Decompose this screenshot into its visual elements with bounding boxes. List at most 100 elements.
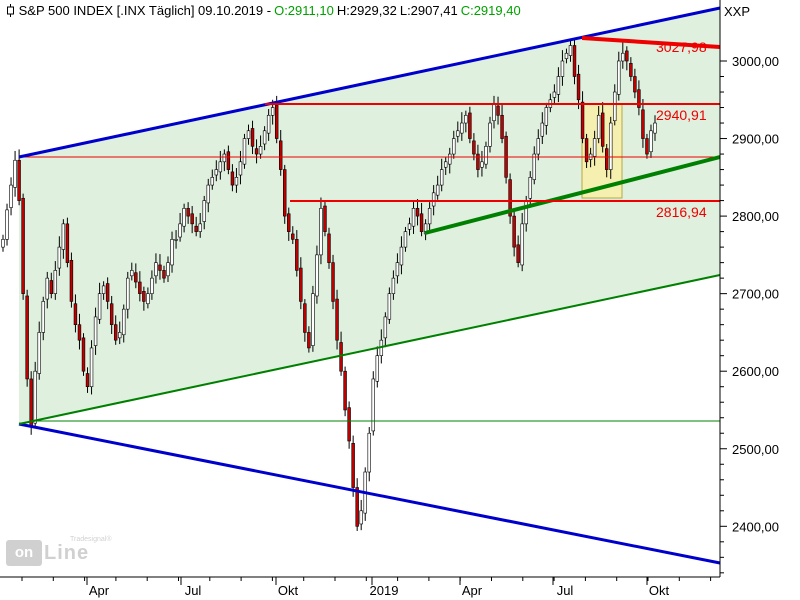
x-tick-label: Okt <box>278 583 299 598</box>
candle-body <box>464 114 468 124</box>
candle-body <box>17 159 21 201</box>
y-tick-label: 2400,00 <box>732 519 779 534</box>
candle-body <box>572 45 577 77</box>
candle-body <box>516 244 520 263</box>
candle-body <box>69 260 74 302</box>
trend-lines: 3027,98 2940,91 2816,94 <box>18 6 721 565</box>
y-tick-label: 2900,00 <box>732 132 779 147</box>
y-tick-label: 2700,00 <box>732 287 779 302</box>
chart-header: S&P 500 INDEX [.INX Täglich] 09.10.2019 … <box>0 0 524 22</box>
high-value: H:2929,32 <box>336 3 397 18</box>
candle-body <box>576 73 581 101</box>
candle-body <box>403 231 408 248</box>
candle-body <box>49 280 54 294</box>
low-value: L:2907,41 <box>399 3 458 18</box>
candle-body <box>113 324 118 341</box>
candle-body <box>303 303 307 333</box>
candle-body <box>138 281 142 294</box>
candle-body <box>126 277 130 310</box>
close-value: C:2919,40 <box>460 3 521 18</box>
candlesticks <box>1 37 657 531</box>
candle-body <box>25 295 29 380</box>
price-level-label-0: 3027,98 <box>656 39 707 55</box>
watermark-brand: Tradesignal® <box>70 536 112 543</box>
candle-body <box>480 161 484 168</box>
open-value: O:2911,10 <box>274 3 334 18</box>
candle-body <box>439 169 444 186</box>
candle-body <box>456 130 460 137</box>
candle-body <box>198 223 202 232</box>
candle-body <box>625 50 629 62</box>
y-tick-label: 2500,00 <box>732 442 779 457</box>
candle-body <box>604 148 609 170</box>
candle-body <box>118 332 122 339</box>
candle-body <box>609 122 613 170</box>
candle-body <box>448 153 452 165</box>
candle-body <box>37 332 41 374</box>
candle-body <box>130 270 134 277</box>
candle-body <box>568 45 573 56</box>
x-tick-label: Jul <box>557 583 574 598</box>
candle-body <box>649 130 653 153</box>
candle-body <box>407 223 412 230</box>
candle-body <box>158 264 162 271</box>
candle-body <box>150 277 154 294</box>
candle-body <box>9 184 13 208</box>
candle-body <box>206 184 210 204</box>
candle-body <box>166 262 170 277</box>
candle-body <box>335 298 339 341</box>
candle-body <box>214 169 219 176</box>
candle-body <box>266 114 271 134</box>
candle-body <box>633 76 637 93</box>
candle-body <box>399 246 404 266</box>
candle-body <box>645 138 649 155</box>
candle-body <box>629 63 633 77</box>
candle-body <box>178 223 182 238</box>
online-watermark-logo: on Line Tradesignal® <box>6 536 116 570</box>
candle-body <box>182 208 186 227</box>
symbol-label: XXP <box>724 4 751 19</box>
candle-body <box>73 303 78 325</box>
candle-body <box>415 208 420 217</box>
candle-body <box>512 215 516 248</box>
candle-body <box>508 179 512 217</box>
candle-body <box>427 208 432 225</box>
channel-fill <box>19 8 720 424</box>
y-tick-label: 2600,00 <box>732 364 779 379</box>
candle-body <box>246 130 251 139</box>
candle-body <box>101 285 106 294</box>
price-level-label-1: 2940,91 <box>656 107 707 123</box>
candle-body <box>584 138 589 163</box>
candle-body <box>202 200 206 222</box>
watermark-on: on <box>6 540 42 566</box>
candle-body <box>258 146 263 155</box>
candle-body <box>45 277 49 300</box>
candle-body <box>419 213 424 232</box>
candle-body <box>21 197 25 294</box>
candle-body <box>600 112 605 147</box>
candle-body <box>13 159 17 188</box>
candle-body <box>65 223 70 263</box>
candle-body <box>186 208 190 217</box>
candle-body <box>621 52 625 62</box>
candle-body <box>544 107 549 126</box>
rising-trend-line <box>424 155 721 235</box>
candle-body <box>307 332 311 349</box>
candle-body <box>238 161 243 176</box>
candle-body <box>472 140 476 155</box>
candle-body <box>5 209 9 240</box>
candle-body <box>210 177 214 186</box>
candle-body <box>291 233 295 240</box>
candle-body <box>500 114 504 139</box>
candle-body <box>476 153 480 170</box>
candle-body <box>532 153 536 180</box>
upper-channel-line <box>18 6 721 159</box>
candle-body <box>391 277 396 294</box>
candle-body <box>435 184 440 196</box>
candle-body <box>331 262 335 302</box>
candle-body <box>315 254 319 297</box>
x-tick-label: Apr <box>462 583 483 598</box>
candle-body <box>287 213 291 232</box>
candle-body <box>122 308 126 336</box>
